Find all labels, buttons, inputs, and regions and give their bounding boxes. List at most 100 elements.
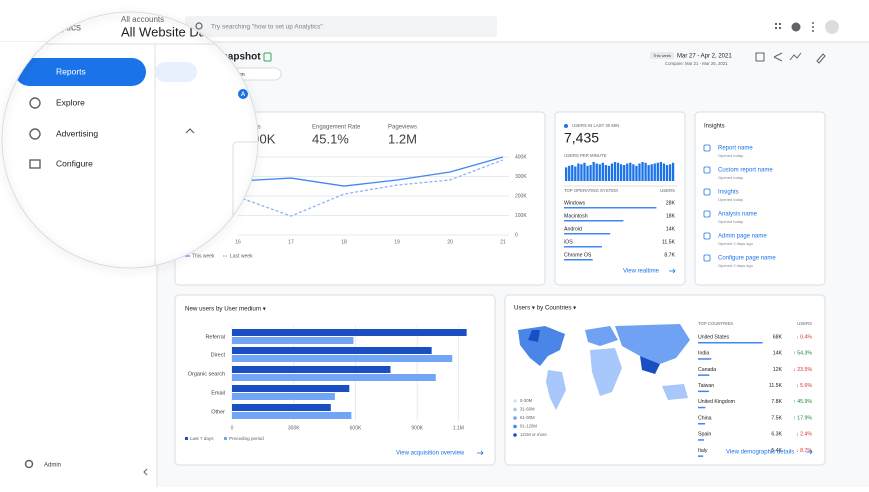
nav-item[interactable]: Reports — [56, 66, 86, 76]
country-bar — [698, 423, 706, 425]
nav-item[interactable]: Configure — [56, 158, 93, 168]
search-box[interactable] — [185, 16, 497, 37]
country-bar — [698, 358, 712, 360]
country-bar — [698, 455, 704, 457]
os-users: 18K — [666, 213, 676, 219]
y-tick-label: Referral — [205, 334, 225, 340]
legend-swatch — [224, 437, 227, 440]
bar — [662, 163, 666, 181]
insight-link[interactable]: Admin page name — [718, 234, 767, 240]
os-bar — [564, 233, 611, 235]
nav-active[interactable] — [15, 58, 146, 86]
insight-link[interactable]: Analysis name — [718, 212, 758, 218]
bar — [641, 162, 644, 181]
metric-label: Pageviews — [388, 125, 417, 131]
link[interactable]: View demographic details — [726, 450, 794, 456]
os-name: Macintosh — [564, 213, 588, 219]
bar — [595, 163, 598, 181]
country-bar — [698, 342, 763, 344]
bar — [632, 164, 635, 181]
bar — [604, 165, 608, 181]
bar — [232, 412, 352, 419]
column-header: USERS — [660, 188, 675, 193]
y-tick-label: 400K — [515, 154, 527, 160]
chart-title: New users by User medium ▾ — [185, 306, 266, 313]
bar — [656, 162, 659, 181]
map-legend-label: 91-120M — [520, 424, 537, 429]
country-users: 6.3K — [771, 432, 782, 438]
nav-item[interactable]: Explore — [56, 97, 85, 107]
bar — [571, 165, 574, 181]
account: All accounts — [121, 15, 164, 24]
per-minute-label: USERS PER MINUTE — [564, 153, 607, 158]
insight-icon — [703, 144, 711, 152]
bar — [232, 404, 331, 411]
x-tick-label: 16 — [235, 239, 241, 245]
country-change: ↑ 45.9% — [793, 399, 812, 405]
map-legend-dot — [513, 399, 517, 403]
admin-icon[interactable] — [24, 459, 34, 469]
bar — [665, 165, 669, 181]
country-users: 11.5K — [769, 383, 783, 389]
bar — [586, 165, 589, 181]
country-name: Canada — [698, 367, 716, 373]
more-icon[interactable] — [812, 22, 814, 32]
bar — [671, 162, 675, 181]
link[interactable]: View acquisition overview — [396, 451, 465, 457]
collapse-icon[interactable] — [143, 468, 148, 476]
apps-icon[interactable] — [775, 23, 781, 29]
bar — [232, 393, 335, 400]
insight-link[interactable]: Report name — [718, 146, 753, 152]
segment-badge[interactable] — [238, 89, 248, 99]
bar — [644, 162, 647, 181]
insight-link[interactable]: Configure page name — [718, 256, 776, 262]
os-name: Chrome OS — [564, 252, 592, 258]
map-legend-label: 121M or more — [520, 432, 547, 437]
bar — [232, 347, 432, 354]
realtime-total: 7,435 — [564, 130, 599, 146]
insight-sub: Opened today — [718, 219, 743, 224]
insight-link[interactable]: Custom report name — [718, 168, 773, 174]
country-change: ↓ 23.5% — [793, 367, 812, 373]
legend-label: Last week — [230, 253, 253, 259]
bar — [629, 162, 632, 181]
insight-sub: Opened 2 days ago — [718, 263, 754, 268]
title-icon — [263, 52, 272, 62]
bar — [650, 164, 653, 181]
map-legend-dot — [513, 433, 517, 437]
bar — [232, 337, 354, 344]
search-placeholder: Try searching "how to set up Analytics" — [211, 24, 323, 31]
bar — [232, 355, 453, 362]
toolbar-icons[interactable] — [755, 52, 826, 64]
link-arrow — [806, 449, 813, 455]
line-series — [237, 156, 504, 187]
period-chip — [650, 52, 674, 59]
bar — [580, 164, 583, 181]
insight-icon — [703, 166, 711, 174]
country-name: Taiwan — [698, 383, 714, 389]
bar — [635, 165, 638, 181]
country-change: ↓ 8.7% — [796, 448, 812, 454]
date-range[interactable]: Mar 27 - Apr 2, 2021 — [677, 54, 732, 60]
map-legend-dot — [513, 407, 517, 412]
insights-card — [694, 111, 826, 286]
insight-link[interactable]: Insights — [718, 190, 739, 196]
country-bar — [698, 406, 706, 409]
card-title: Users ▾ by Countries ▾ — [514, 305, 576, 312]
realtime-title: USERS IN LAST 30 MIN — [572, 123, 619, 128]
avatar[interactable] — [825, 20, 839, 34]
country-bar — [698, 374, 710, 376]
country-users: 5.4K — [771, 448, 782, 454]
x-tick-label: 20 — [447, 239, 453, 245]
country-change: ↓ 2.4% — [796, 432, 812, 438]
help-icon[interactable] — [791, 22, 801, 32]
country-name: United States — [698, 334, 730, 340]
link[interactable]: View realtime — [623, 269, 660, 275]
x-tick-label: 21 — [500, 239, 506, 245]
country-users: 68K — [773, 334, 783, 340]
country-name: United Kingdom — [698, 399, 735, 405]
nav-item[interactable]: Advertising — [56, 128, 98, 138]
metric-value: 45.1% — [312, 131, 349, 146]
countries-card — [504, 294, 826, 466]
legend-label: Last 7 days — [190, 436, 214, 441]
